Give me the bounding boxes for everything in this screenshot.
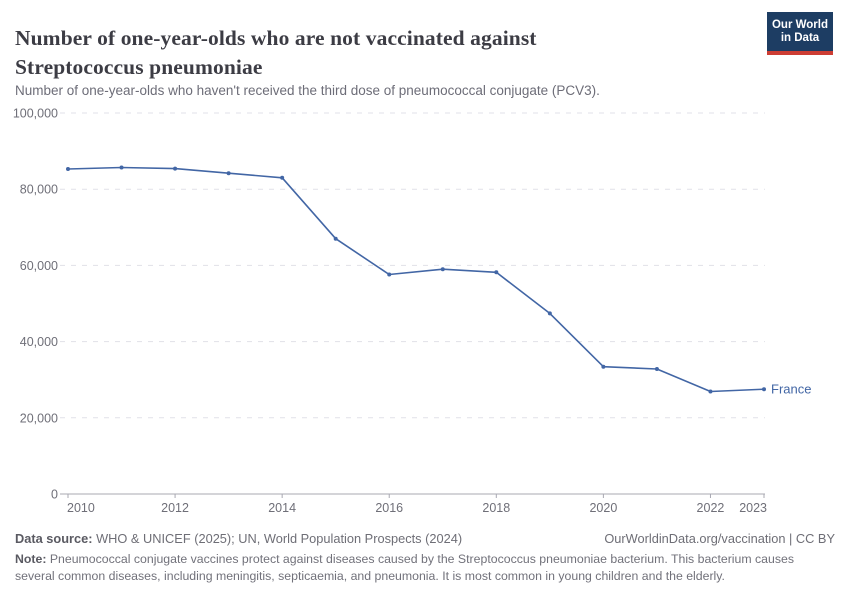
data-point-2017[interactable] — [440, 267, 445, 272]
data-source-text: WHO & UNICEF (2025); UN, World Populatio… — [92, 531, 463, 546]
data-point-2018[interactable] — [494, 270, 499, 275]
data-point-2021[interactable] — [654, 367, 659, 372]
y-tick-label: 0 — [51, 488, 58, 502]
line-chart[interactable]: 0 20,000 40,000 60,000 80,000 100,000 2010 2012… — [0, 95, 850, 527]
x-tick-label: 2022 — [697, 501, 725, 515]
data-point-2012[interactable] — [173, 166, 178, 171]
data-point-2016[interactable] — [387, 272, 392, 277]
footer-source-row: Data source: WHO & UNICEF (2025); UN, Wo… — [15, 531, 835, 546]
footer-note: Note: Pneumococcal conjugate vaccines pr… — [15, 551, 837, 584]
x-tick-label: 2010 — [67, 501, 95, 515]
data-source: Data source: WHO & UNICEF (2025); UN, Wo… — [15, 531, 462, 546]
data-point-2022[interactable] — [708, 389, 713, 394]
data-point-2020[interactable] — [601, 364, 606, 369]
y-tick-label: 80,000 — [20, 183, 58, 197]
series-end-label[interactable]: France — [771, 382, 811, 397]
data-point-2011[interactable] — [119, 165, 124, 170]
x-tick-label: 2020 — [589, 501, 617, 515]
y-tick-label: 60,000 — [20, 259, 58, 273]
y-tick-label: 20,000 — [20, 411, 58, 425]
data-point-2019[interactable] — [547, 311, 552, 316]
owid-logo-line2: in Data — [780, 32, 820, 44]
data-point-2023[interactable] — [762, 387, 766, 392]
owid-logo[interactable]: Our World in Data — [767, 12, 833, 55]
note-text: Pneumococcal conjugate vaccines protect … — [15, 552, 794, 583]
series-line-france[interactable] — [67, 166, 765, 393]
y-tick-label: 40,000 — [20, 335, 58, 349]
data-source-label: Data source: — [15, 531, 93, 546]
x-tick-label: 2023 — [739, 501, 767, 515]
x-tick-label: 2016 — [375, 501, 403, 515]
data-point-2014[interactable] — [280, 175, 285, 180]
attribution-link[interactable]: OurWorldinData.org/vaccination | CC BY — [604, 531, 835, 546]
chart-subtitle: Number of one-year-olds who haven't rece… — [15, 82, 600, 98]
data-point-2010[interactable] — [66, 167, 70, 172]
data-point-2013[interactable] — [226, 171, 231, 176]
x-tick-label: 2018 — [482, 501, 510, 515]
note-label: Note: — [15, 552, 47, 566]
x-tick-label: 2014 — [268, 501, 296, 515]
owid-logo-line1: Our World — [771, 19, 828, 31]
data-point-2015[interactable] — [333, 236, 338, 241]
y-tick-label: 100,000 — [13, 107, 58, 121]
line-chart-canvas[interactable]: 0 20,000 40,000 60,000 80,000 100,000 2010 2012… — [0, 95, 850, 527]
page-title: Number of one-year-olds who are not vacc… — [15, 26, 537, 80]
x-tick-label: 2012 — [161, 501, 189, 515]
